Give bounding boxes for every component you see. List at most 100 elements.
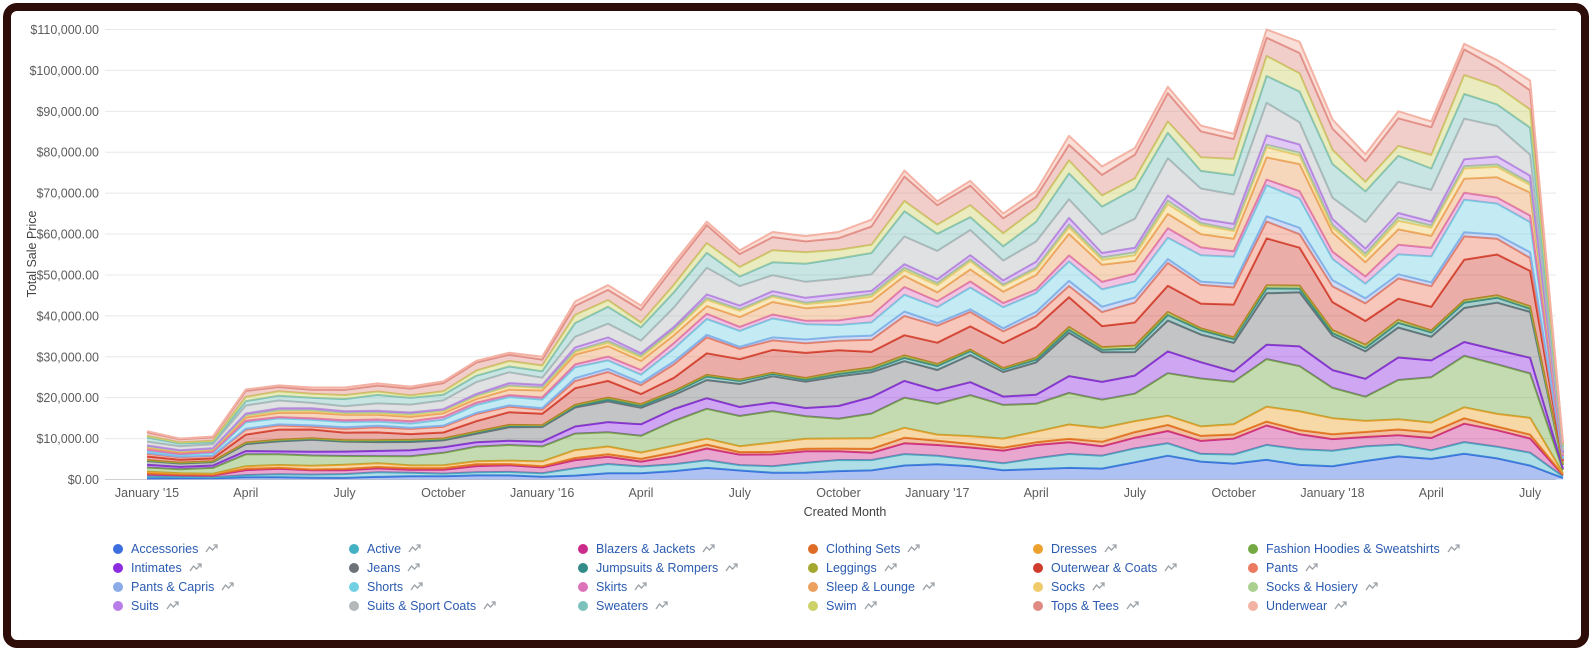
trend-sparkline-icon [922, 581, 935, 590]
x-tick-label: April [628, 486, 653, 500]
legend-item-pants-capris[interactable]: Pants & Capris [113, 580, 349, 594]
series-area-socks[interactable] [147, 147, 1563, 455]
legend-label: Clothing Sets [826, 541, 901, 556]
trend-sparkline-icon [634, 581, 647, 590]
series-area-tops-tees[interactable] [147, 37, 1563, 446]
legend: Accessories Active Blazers & Jackets Clothi… [113, 539, 1573, 615]
x-tick-label: January '17 [905, 486, 969, 500]
legend-item-active[interactable]: Active [349, 542, 578, 556]
series-area-sleep-lounge[interactable] [147, 157, 1563, 456]
legend-swatch [113, 581, 123, 592]
legend-label: Sleep & Lounge [826, 579, 915, 594]
legend-item-pants[interactable]: Pants [1248, 561, 1573, 575]
legend-swatch [808, 600, 818, 611]
legend-item-intimates[interactable]: Intimates [113, 561, 349, 575]
legend-swatch [1248, 562, 1258, 573]
trend-sparkline-icon [483, 600, 496, 609]
x-tick-label: July [1124, 486, 1147, 500]
legend-item-fashion-hoodies-sweatshirts[interactable]: Fashion Hoodies & Sweatshirts [1248, 542, 1573, 556]
series-line-leggings [146, 284, 1564, 465]
trend-sparkline-icon [1104, 543, 1117, 552]
series-line-tops-tees [146, 36, 1564, 444]
series-line-pants [146, 220, 1564, 460]
trend-sparkline-icon [1092, 581, 1105, 590]
series-area-pants-capris[interactable] [147, 216, 1563, 460]
series-area-swim[interactable] [147, 56, 1563, 447]
trend-sparkline-icon [1164, 562, 1177, 571]
legend-item-jeans[interactable]: Jeans [349, 561, 578, 575]
legend-item-blazers-jackets[interactable]: Blazers & Jackets [578, 542, 808, 556]
trend-sparkline-icon [725, 562, 738, 571]
legend-swatch [113, 562, 123, 573]
series-line-suits [146, 134, 1564, 453]
legend-item-shorts[interactable]: Shorts [349, 580, 578, 594]
legend-label: Active [367, 541, 402, 556]
legend-item-suits[interactable]: Suits [113, 599, 349, 613]
legend-item-jumpsuits-rompers[interactable]: Jumpsuits & Rompers [578, 561, 808, 575]
series-line-active [146, 441, 1564, 479]
legend-swatch [1248, 543, 1258, 554]
stacked-area-chart: $0.00 $10,000.00 $20,000.00 $30,000.00 $40,0… [25, 23, 1564, 519]
legend-item-sweaters[interactable]: Sweaters [578, 599, 808, 613]
legend-swatch [578, 581, 588, 592]
series-area-dresses[interactable] [147, 406, 1563, 475]
legend-swatch [1033, 600, 1043, 611]
series-area-fashion-hoodies-sweatshirts[interactable] [147, 355, 1563, 474]
trend-sparkline-icon [407, 562, 421, 571]
legend-swatch [808, 543, 818, 554]
series-line-blazers-jackets [146, 422, 1564, 477]
x-tick-label: January '15 [115, 486, 179, 500]
legend-label: Tops & Tees [1051, 598, 1119, 613]
legend-item-socks[interactable]: Socks [1033, 580, 1248, 594]
trend-sparkline-icon [221, 581, 235, 590]
series-area-intimates[interactable] [147, 342, 1563, 471]
legend-item-swim[interactable]: Swim [808, 599, 1033, 613]
y-axis-title: Total Sale Price [25, 211, 39, 298]
legend-swatch [578, 562, 588, 573]
legend-label: Fashion Hoodies & Sweatshirts [1266, 541, 1440, 556]
trend-sparkline-icon [205, 543, 219, 552]
y-tick-label: $90,000.00 [36, 105, 99, 119]
x-tick-label: July [1519, 486, 1542, 500]
legend-label: Outerwear & Coats [1051, 560, 1158, 575]
legend-label: Skirts [596, 579, 628, 594]
legend-label: Swim [826, 598, 857, 613]
x-tick-label: April [1024, 486, 1049, 500]
legend-label: Leggings [826, 560, 877, 575]
trend-sparkline-icon [1365, 581, 1378, 590]
y-tick-label: $0.00 [68, 473, 99, 487]
series-area-blazers-jackets[interactable] [147, 423, 1563, 478]
trend-sparkline-icon [1126, 600, 1139, 609]
series-area-sweaters[interactable] [147, 76, 1563, 451]
trend-sparkline-icon [655, 600, 668, 609]
legend-item-sleep-lounge[interactable]: Sleep & Lounge [808, 580, 1033, 594]
trend-sparkline-icon [907, 543, 921, 552]
y-tick-label: $100,000.00 [29, 64, 99, 78]
legend-item-outerwear-coats[interactable]: Outerwear & Coats [1033, 561, 1248, 575]
series-area-accessories[interactable] [147, 453, 1563, 480]
legend-label: Suits [131, 598, 159, 613]
legend-swatch [1248, 600, 1258, 611]
series-area-jeans[interactable] [147, 292, 1563, 469]
series-area-suits[interactable] [147, 135, 1563, 454]
series-area-underwear[interactable] [147, 29, 1563, 444]
x-tick-label: January '16 [510, 486, 574, 500]
series-area-pants[interactable] [147, 221, 1563, 462]
legend-item-accessories[interactable]: Accessories [113, 542, 349, 556]
legend-item-clothing-sets[interactable]: Clothing Sets [808, 542, 1033, 556]
legend-item-skirts[interactable]: Skirts [578, 580, 808, 594]
legend-item-socks-hosiery[interactable]: Socks & Hosiery [1248, 580, 1573, 594]
x-tick-label: July [333, 486, 356, 500]
legend-item-leggings[interactable]: Leggings [808, 561, 1033, 575]
legend-swatch [349, 562, 359, 573]
legend-item-underwear[interactable]: Underwear [1248, 599, 1573, 613]
series-line-sweaters [146, 75, 1564, 448]
legend-item-suits-sport-coats[interactable]: Suits & Sport Coats [349, 599, 578, 613]
trend-sparkline-icon [189, 562, 202, 571]
legend-item-tops-tees[interactable]: Tops & Tees [1033, 599, 1248, 613]
y-tick-label: $110,000.00 [30, 23, 99, 37]
y-tick-label: $80,000.00 [36, 146, 99, 160]
legend-item-dresses[interactable]: Dresses [1033, 542, 1248, 556]
legend-label: Socks [1051, 579, 1086, 594]
x-tick-label: April [1419, 486, 1444, 500]
